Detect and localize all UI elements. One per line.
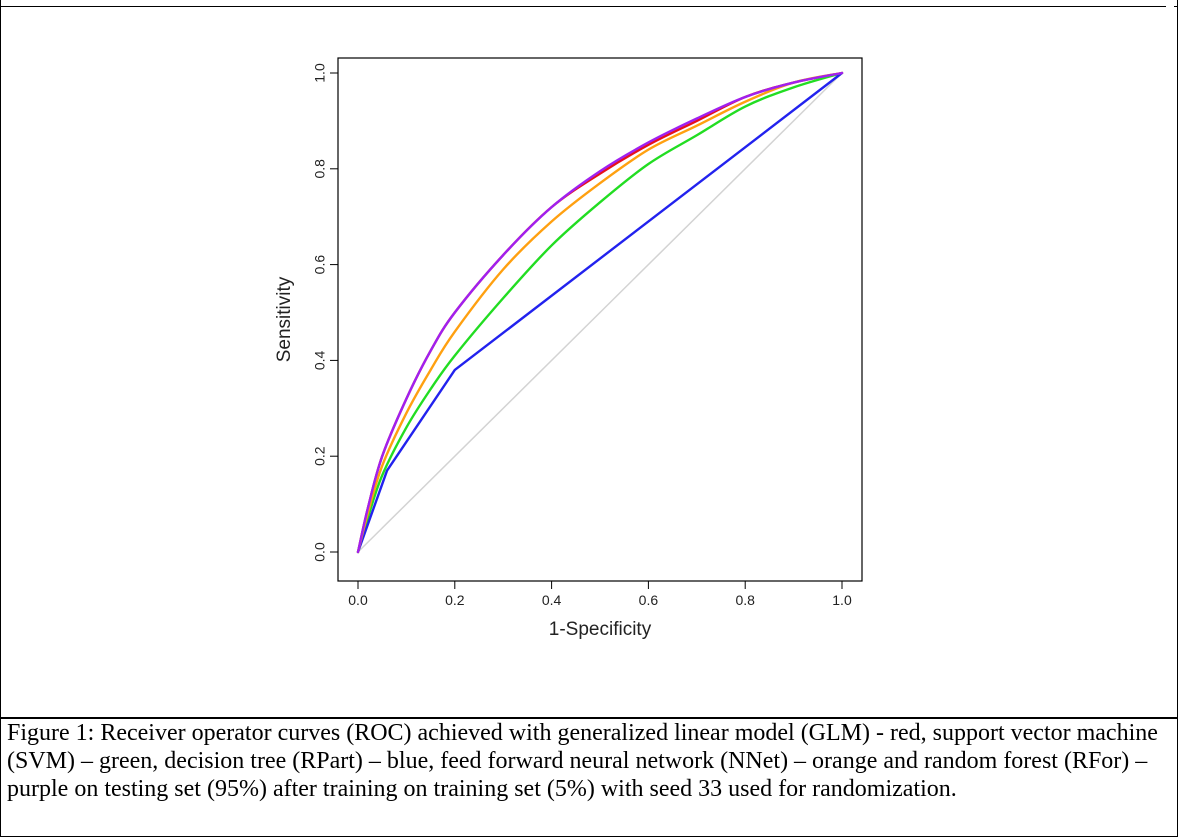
y-tick-label: 1.0 — [312, 63, 328, 83]
x-axis-title: 1-Specificity — [549, 619, 652, 640]
y-tick-label: 0.0 — [312, 542, 328, 562]
x-tick-label: 0.6 — [639, 592, 659, 608]
x-tick-label: 0.2 — [445, 592, 465, 608]
top-border-tick — [1174, 6, 1177, 7]
reference-line — [357, 72, 843, 553]
series-line-1 — [356, 71, 844, 554]
y-tick-label: 0.8 — [312, 159, 328, 179]
series-line-2 — [356, 71, 844, 554]
top-border — [0, 6, 1166, 7]
y-tick-label: 0.2 — [312, 446, 328, 466]
x-tick-label: 1.0 — [832, 592, 852, 608]
series-line-3 — [356, 71, 844, 554]
x-tick-label: 0.0 — [348, 592, 368, 608]
caption-divider — [0, 717, 1178, 719]
reference-diagonal — [357, 72, 843, 553]
x-axis: 0.0 0.2 0.4 0.6 0.8 1.0 — [348, 581, 852, 608]
figure-caption: Figure 1: Receiver operator curves (ROC)… — [7, 720, 1158, 802]
y-axis: 0.0 0.2 0.4 0.6 0.8 1.0 — [312, 63, 338, 562]
x-tick-label: 0.4 — [542, 592, 562, 608]
series-line-4 — [356, 71, 844, 554]
roc-chart: 0.0 0.2 0.4 0.6 0.8 1.0 0.0 0.2 0.4 0.6 0.8 1.0 1-… — [274, 57, 863, 640]
y-tick-label: 0.6 — [312, 255, 328, 275]
x-tick-label: 0.8 — [735, 592, 755, 608]
y-axis-title: Sensitivity — [274, 276, 295, 362]
series-layer — [356, 71, 844, 554]
y-tick-label: 0.4 — [312, 350, 328, 370]
plot-frame — [337, 57, 863, 582]
plot-area — [337, 57, 863, 582]
